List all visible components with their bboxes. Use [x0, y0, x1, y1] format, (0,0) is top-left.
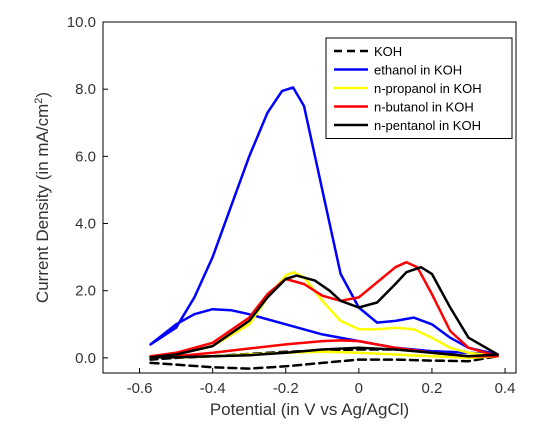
y-axis-label-main: Current Density (in mA/cm [33, 104, 52, 303]
legend-label: ethanol in KOH [374, 63, 462, 78]
x-axis-label: Potential (in V vs Ag/AgCl) [210, 400, 409, 419]
y-axis: 0.0 2.0 4.0 6.0 8.0 10.0 [67, 14, 108, 367]
series-line-1 [149, 86, 499, 356]
x-tick-label: 0.2 [422, 380, 443, 397]
x-axis: -0.6 -0.4 -0.2 0 0.2 0.4 [127, 368, 516, 397]
series-line-4 [149, 265, 499, 359]
plot-frame [102, 21, 517, 374]
y-tick-label: 2.0 [75, 283, 96, 300]
legend-label: KOH [374, 44, 402, 59]
x-tick-label: 0 [355, 380, 363, 397]
y-axis-label: Current Density (in mA/cm2) [33, 92, 52, 303]
y-tick-label: 4.0 [75, 216, 96, 233]
x-tick-label: -0.6 [127, 380, 153, 397]
x-tick-label: -0.2 [273, 380, 299, 397]
x-tick-label: -0.4 [200, 380, 226, 397]
legend-label: n-propanol in KOH [374, 81, 482, 96]
y-axis-label-close: ) [33, 92, 52, 98]
legend-label: n-pentanol in KOH [374, 118, 481, 133]
legend: KOH ethanol in KOH n-propanol in KOH n-buta… [325, 37, 513, 139]
x-tick-label: 0.4 [495, 380, 516, 397]
plot-lines [149, 86, 499, 370]
y-axis-label-superscript: 2 [33, 98, 45, 104]
y-tick-label: 8.0 [75, 81, 96, 98]
y-tick-label: 10.0 [67, 14, 96, 31]
y-tick-label: 6.0 [75, 148, 96, 165]
legend-label: n-butanol in KOH [374, 100, 474, 115]
y-tick-label: 0.0 [75, 350, 96, 367]
